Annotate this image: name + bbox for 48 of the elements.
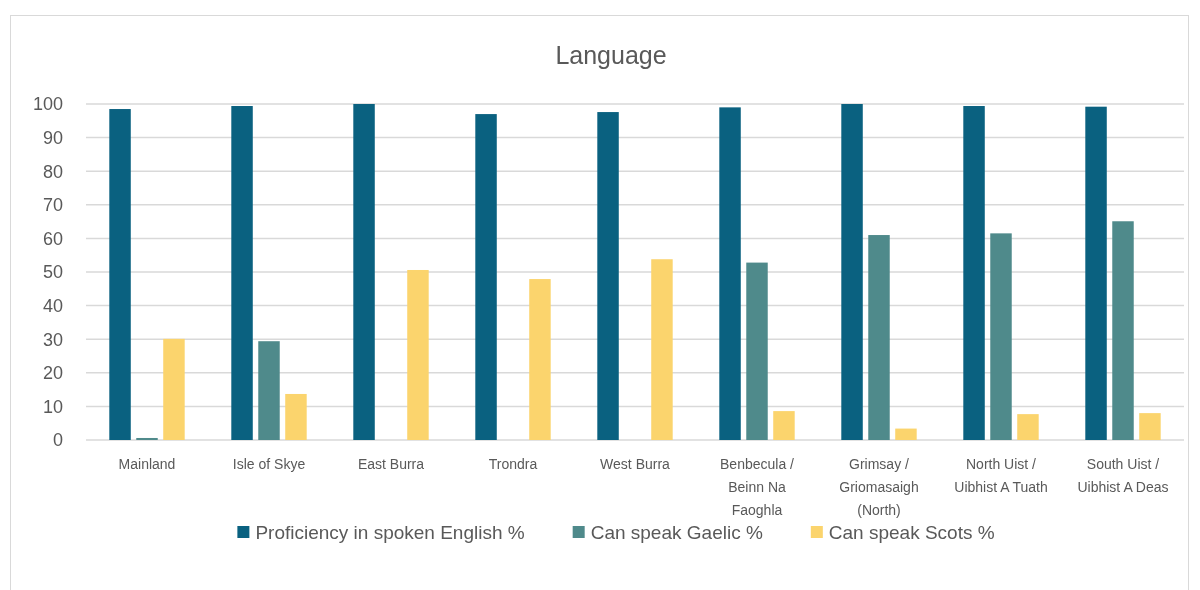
bar — [353, 104, 375, 440]
bar — [651, 259, 673, 440]
bar — [1112, 221, 1134, 440]
bar — [475, 114, 497, 440]
legend-label: Can speak Gaelic % — [590, 521, 763, 543]
bar — [963, 106, 985, 440]
y-tick-label: 10 — [42, 396, 63, 417]
bar — [407, 269, 429, 440]
y-tick-label: 80 — [42, 161, 63, 182]
x-tick-label: North Uist / Uibhist A Tuath — [954, 455, 1048, 495]
bar — [746, 262, 768, 440]
x-tick-label: West Burra — [600, 455, 671, 472]
y-tick-label: 70 — [42, 195, 63, 216]
legend-label: Can speak Scots % — [828, 521, 995, 543]
y-tick-label: 50 — [42, 262, 63, 283]
bar — [1139, 413, 1161, 440]
bar — [597, 112, 619, 440]
y-tick-label: 40 — [42, 295, 63, 316]
y-tick-label: 90 — [42, 127, 63, 148]
y-tick-label: 60 — [42, 228, 63, 249]
x-tick-label: East Burra — [357, 455, 425, 472]
y-tick-label: 0 — [52, 430, 63, 451]
bar — [231, 106, 253, 440]
y-tick-label: 100 — [32, 94, 63, 115]
x-tick-label: Mainland — [118, 455, 176, 472]
x-tick-label: South Uist / Uibhist A Deas — [1077, 455, 1169, 495]
bar — [868, 235, 890, 440]
bar — [1085, 106, 1107, 440]
bar — [529, 279, 551, 440]
bar — [773, 411, 795, 440]
chart-title: Language — [555, 40, 667, 69]
legend-label: Proficiency in spoken English % — [255, 521, 525, 543]
bar — [136, 437, 158, 440]
y-tick-label: 30 — [42, 329, 63, 350]
bar — [163, 338, 185, 440]
bar — [990, 233, 1012, 440]
bar — [895, 428, 917, 440]
x-tick-label: Trondra — [488, 455, 538, 472]
bar — [109, 109, 131, 440]
bar — [258, 341, 280, 440]
bar — [841, 104, 863, 440]
x-tick-label: Benbecula / Beinn Na Faoghla — [720, 455, 795, 518]
bar — [1017, 414, 1039, 440]
y-tick-label: 20 — [42, 363, 63, 384]
bar — [719, 107, 741, 440]
x-tick-label: Isle of Skye — [232, 455, 306, 472]
bar — [285, 393, 307, 440]
x-tick-label: Grimsay / Griomasaigh (North) — [839, 455, 919, 518]
